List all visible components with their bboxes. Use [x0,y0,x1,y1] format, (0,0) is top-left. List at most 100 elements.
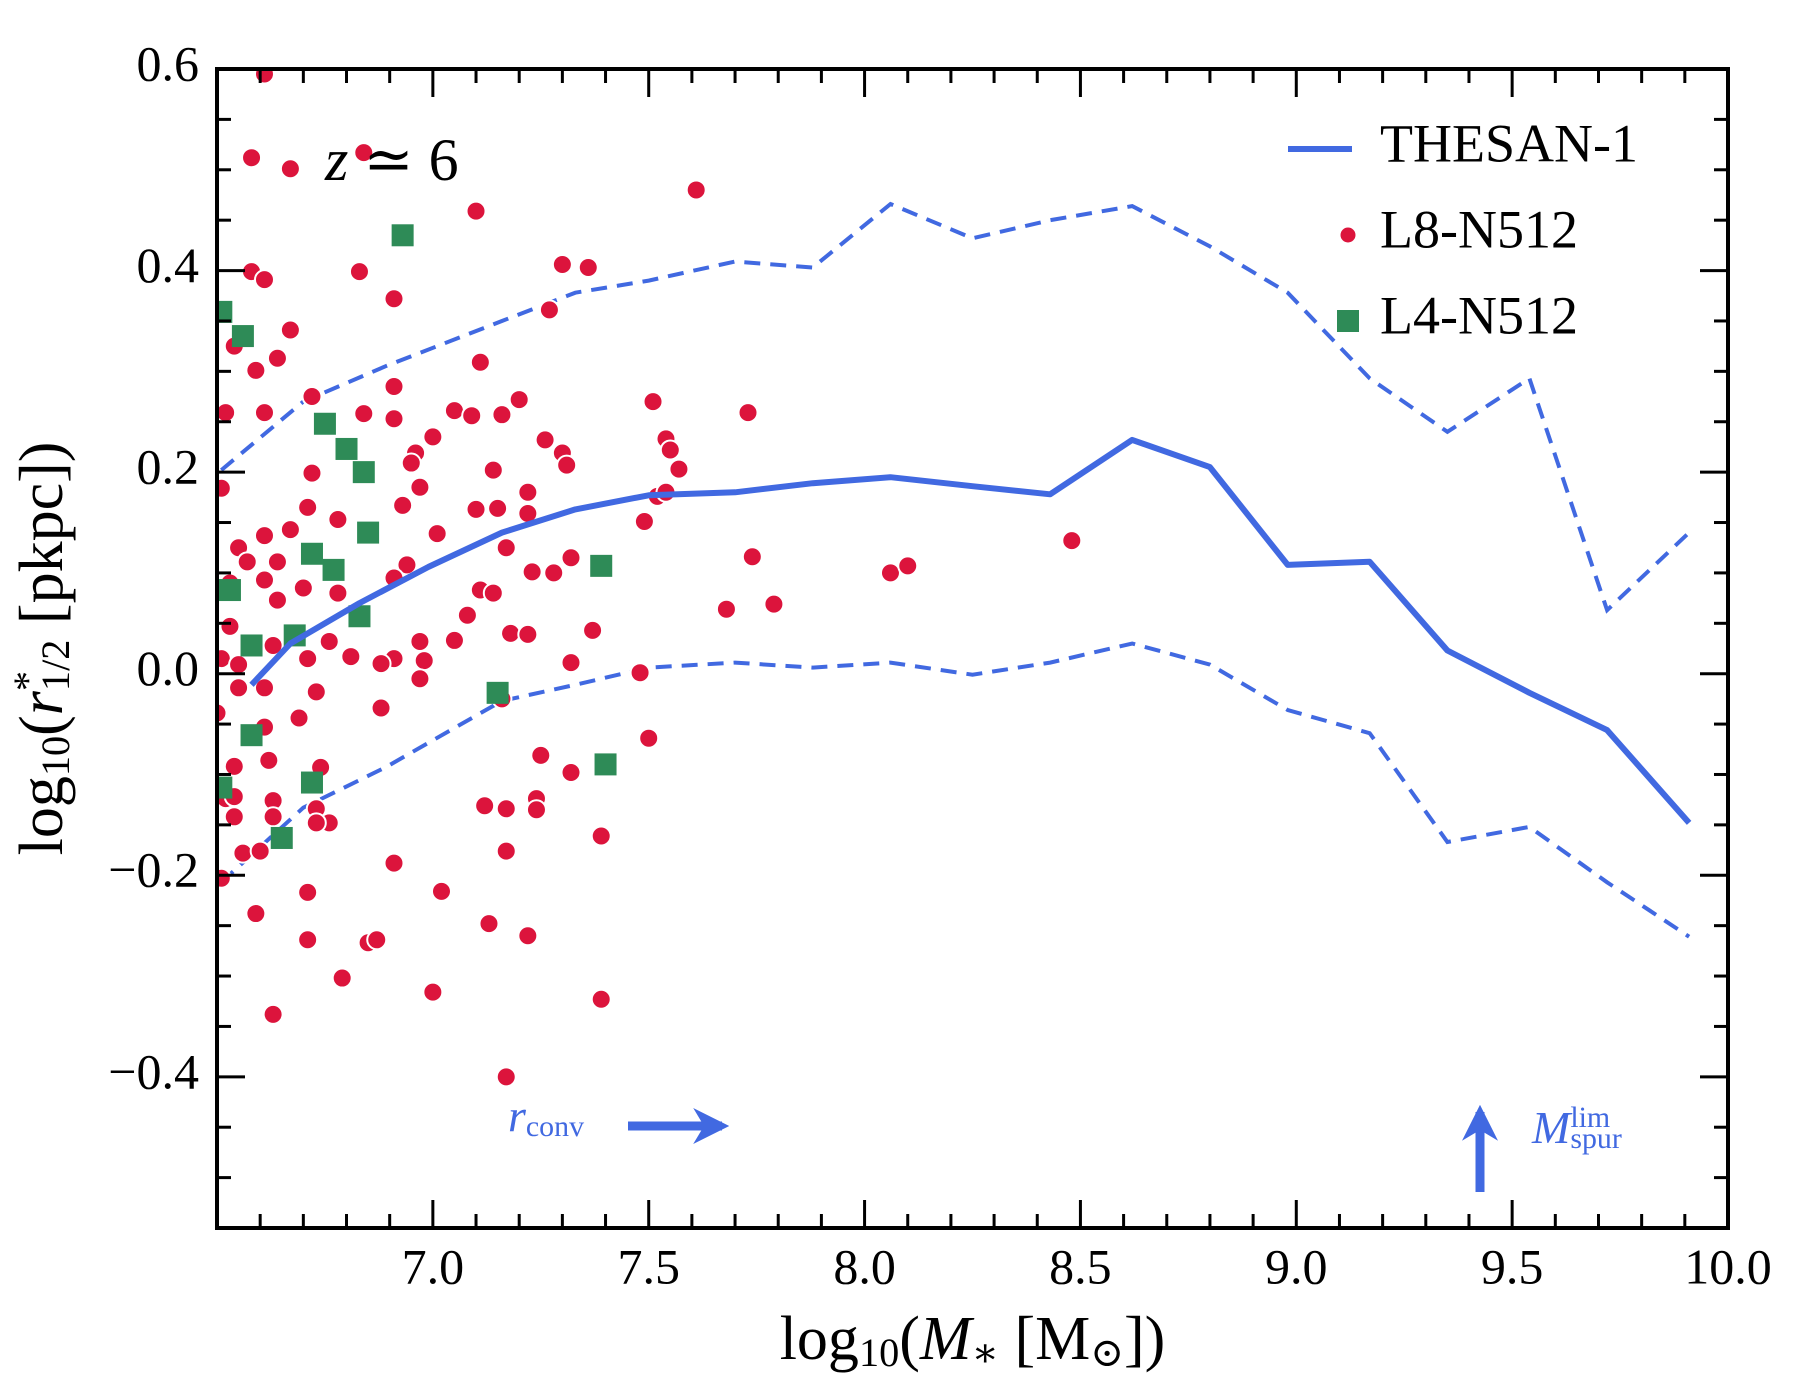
scatter-square [270,826,293,849]
scatter-point [353,403,375,425]
y-tick-label: 0.0 [137,640,200,696]
label-part: 10 [33,736,78,776]
mspur-annotation: Mlim spur [1531,1101,1622,1155]
redshift-annotation: z ≃ 6 [324,127,459,193]
median-line [249,436,1692,825]
scatter-point [582,619,604,641]
scatter-point [409,630,431,652]
scatter-point [897,555,919,577]
scatter-square [594,753,617,776]
scatter-point [223,755,245,777]
legend-entry: L8-N512 [1338,199,1578,259]
y-axis-label: log10(r*1/2 [pkpc]) [5,442,78,856]
scatter-point [577,257,599,279]
label-part: ( [899,1305,920,1373]
scatter-point [297,648,319,670]
scatter-point [430,880,452,902]
scatter-point [517,623,539,645]
scatter-point [590,988,612,1010]
scatter-point [556,454,578,476]
scatter-point [443,629,465,651]
scatter-square [217,300,233,323]
y-tick-label: −0.4 [108,1043,199,1099]
scatter-point [241,147,263,169]
y-tick-label: 0.2 [137,439,200,495]
scatter-square [335,437,358,460]
scatter-point [737,402,759,424]
scatter-point [305,681,327,703]
scatter-point [659,439,681,461]
scatter-point [560,547,582,569]
scatter-square [486,681,509,704]
percentile-line [219,641,1691,939]
scatter-square [231,325,254,348]
x-tick-label: 7.0 [402,1238,465,1294]
scatter-point [331,967,353,989]
scatter-point [288,707,310,729]
scatter-point [253,402,275,424]
label-part: r [508,1090,527,1141]
scatter-point [763,593,785,615]
scatter-point [668,458,690,480]
scatter-point [348,261,370,283]
scatter-point [340,646,362,668]
y-tick-label: 0.4 [137,237,200,293]
plot-frame [215,67,1730,1230]
scatter-point [223,806,245,828]
scatter-point [500,622,522,644]
scatter-point [543,562,565,584]
scatter-point [396,554,418,576]
x-tick-label: 9.5 [1481,1238,1544,1294]
scatter-point [530,744,552,766]
scatter-point [253,269,275,291]
scatter-point [517,481,539,503]
scatter-point [262,1003,284,1025]
scatter-point [474,795,496,817]
y-tick-label: −0.2 [108,842,199,898]
scatter-point [232,842,254,864]
scatter-square [391,224,414,247]
scatter-point [400,452,422,474]
label-part: log [780,1305,859,1373]
scatter-point [266,589,288,611]
scatter-point [741,546,763,568]
scatter-point [495,798,517,820]
scatter-point [370,697,392,719]
scatter-point [217,867,232,889]
scatter-point [521,561,543,583]
x-tick-label: 10.0 [1684,1238,1772,1294]
scatter-point [642,391,664,413]
scatter-square [300,542,323,565]
label-part: ⊙ [1090,1330,1124,1375]
scatter-point [249,840,271,862]
scatter-point [715,598,737,620]
scatter-point [560,652,582,674]
scatter-point [253,677,275,699]
label-part: conv [526,1110,584,1143]
scatter-point [551,254,573,276]
scatter-point [262,806,284,828]
scatter-point [426,523,448,545]
scatter-point [487,497,509,519]
scatter-point [279,519,301,541]
scatter-point [409,476,431,498]
scatter-point [383,375,405,397]
legend-swatch [1337,310,1359,332]
scatter-point [297,929,319,951]
label-part: ( [8,715,76,736]
scatter-point [266,551,288,573]
scatter-point [685,179,707,201]
scatter-point [353,142,375,164]
label-part: 1/2 [33,640,78,692]
y-tick-label: 0.6 [137,35,200,91]
scatter-point [383,288,405,310]
scatter-square [357,521,380,544]
scatter-point [495,537,517,559]
scatter-point [422,981,444,1003]
scatter-point [409,668,431,690]
legend-label: THESAN-1 [1380,113,1638,173]
x-tick-label: 8.0 [833,1238,896,1294]
label-part: r [8,690,76,715]
scatter-point [422,426,444,448]
